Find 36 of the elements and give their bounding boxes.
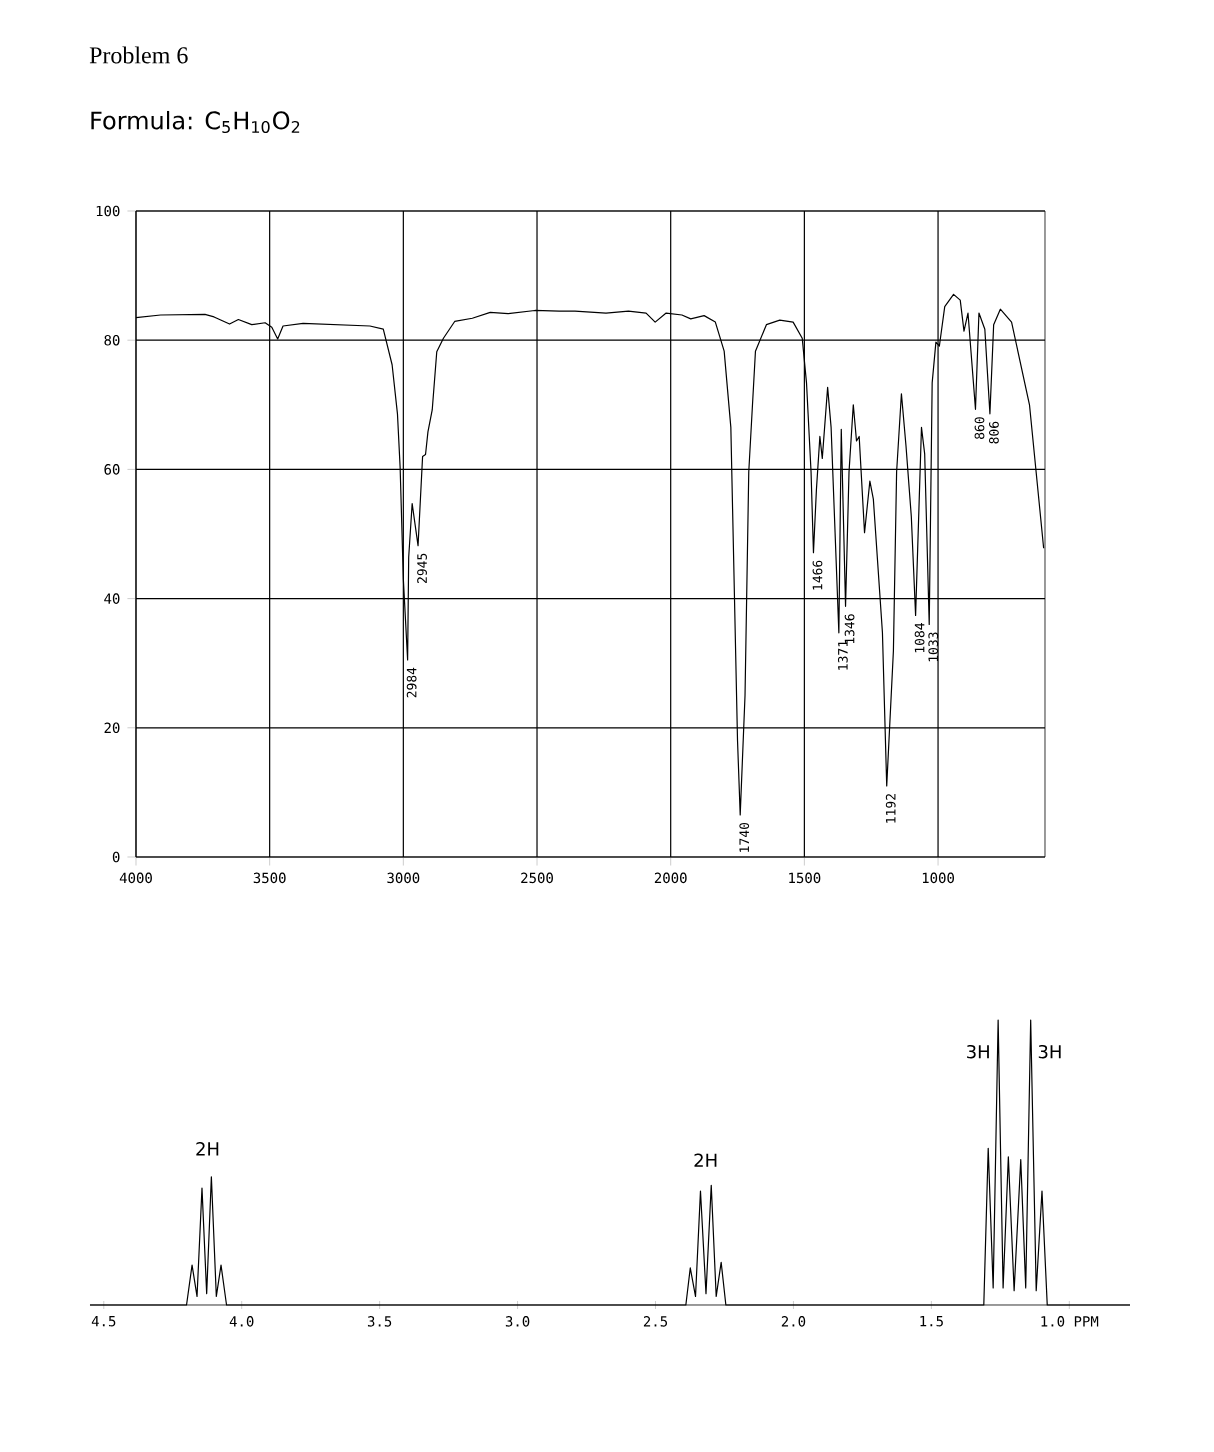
x-tick-label: 4.5	[91, 1316, 116, 1327]
y-tick-label: 80	[104, 334, 120, 346]
annotation: 1466	[812, 560, 823, 590]
x-tick-label: 1.5	[920, 1316, 943, 1327]
y-tick-label: 60	[104, 464, 120, 475]
annotation: 806	[989, 421, 999, 444]
annotation: 860	[974, 417, 985, 440]
x-tick-label: 2.5	[643, 1316, 668, 1327]
annotation: 1033	[928, 632, 939, 662]
x-tick-label: 2500	[521, 872, 553, 884]
chart-title: Problem 6	[89, 46, 188, 64]
x-tick-label: 1.0 PPM	[1041, 1316, 1099, 1327]
y-tick-label: 40	[104, 593, 120, 604]
x-tick-label: 4000	[119, 872, 152, 884]
annotation: 2984	[406, 667, 417, 698]
y-tick-label: 0	[112, 851, 120, 863]
x-tick-label: 2000	[654, 872, 687, 884]
annotation: 2H	[694, 1153, 717, 1167]
y-tick-label: 100	[96, 205, 120, 217]
x-tick-label: 1500	[789, 872, 821, 884]
x-tick-label: 3500	[253, 872, 286, 884]
annotation: 2H	[196, 1142, 219, 1156]
x-tick-label: 1000	[922, 872, 954, 884]
annotation: 1192	[885, 794, 896, 823]
x-tick-label: 3000	[387, 872, 420, 884]
annotation: 1740	[739, 822, 750, 852]
annotation: 3H	[967, 1044, 989, 1059]
annotation: 2945	[417, 553, 427, 584]
x-tick-label: 4.0	[229, 1316, 254, 1327]
annotation: 1084	[914, 623, 925, 653]
x-tick-label: 2.0	[781, 1316, 806, 1327]
x-tick-label: 3.0	[505, 1316, 530, 1327]
chart-subtitle: Formula: C$_{5}$H$_{10}$O$_{2}$	[91, 110, 300, 134]
x-tick-label: 3.5	[367, 1316, 392, 1327]
y-tick-label: 20	[104, 722, 120, 734]
annotation: 3H	[1038, 1044, 1061, 1059]
